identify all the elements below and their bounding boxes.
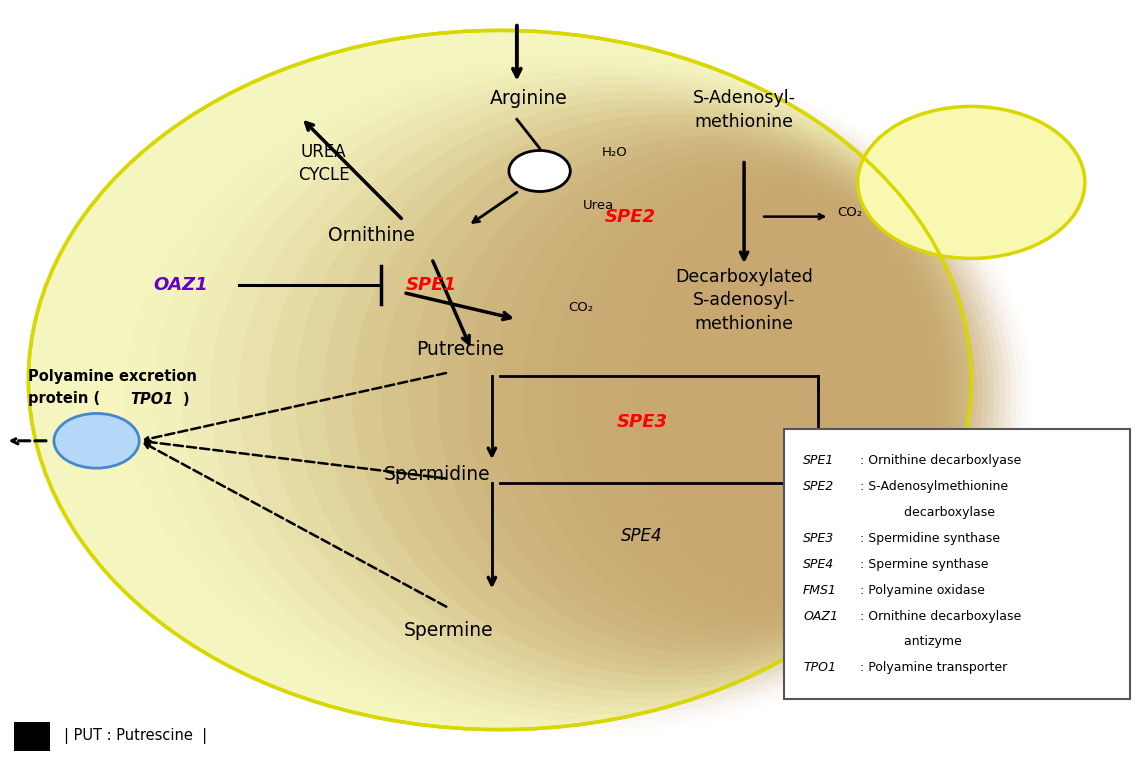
Text: | PUT : Putrescine  |: | PUT : Putrescine | (64, 728, 207, 745)
Ellipse shape (381, 122, 983, 669)
Ellipse shape (636, 190, 932, 600)
Ellipse shape (579, 175, 943, 616)
Text: Arginine: Arginine (490, 89, 567, 108)
Circle shape (509, 150, 570, 192)
Text: SPE4: SPE4 (803, 558, 835, 571)
Text: decarboxylase: decarboxylase (860, 506, 995, 519)
Ellipse shape (352, 114, 988, 676)
Text: SPE4: SPE4 (621, 527, 662, 545)
Text: CO₂: CO₂ (568, 301, 593, 315)
Text: : Ornithine decarboxlyase: : Ornithine decarboxlyase (860, 454, 1021, 467)
Text: SPE1: SPE1 (406, 276, 457, 294)
Text: Decarboxylated
S-adenosyl-
methionine: Decarboxylated S-adenosyl- methionine (675, 268, 813, 333)
Text: SPE3: SPE3 (803, 532, 835, 545)
Text: : Ornithine decarboxylase: : Ornithine decarboxylase (860, 610, 1021, 622)
Text: TPO1: TPO1 (131, 391, 174, 407)
Text: FMS1: FMS1 (803, 584, 837, 597)
Text: antizyme: antizyme (860, 635, 962, 648)
Text: : Polyamine oxidase: : Polyamine oxidase (860, 584, 985, 597)
Text: OAZ1: OAZ1 (803, 610, 838, 622)
Text: SPE2: SPE2 (803, 480, 835, 493)
Text: : Spermine synthase: : Spermine synthase (860, 558, 988, 571)
Ellipse shape (494, 152, 960, 638)
Ellipse shape (295, 99, 1000, 692)
Text: protein (: protein ( (28, 391, 100, 407)
Ellipse shape (324, 106, 994, 684)
Text: : Spermidine synthase: : Spermidine synthase (860, 532, 1000, 545)
Text: Polyamine excretion: Polyamine excretion (28, 369, 198, 384)
Circle shape (858, 106, 1085, 258)
Ellipse shape (466, 144, 966, 646)
Text: Spermine: Spermine (404, 622, 493, 640)
Ellipse shape (523, 160, 954, 631)
Ellipse shape (267, 91, 1005, 699)
Text: Putrecine: Putrecine (416, 340, 504, 359)
Ellipse shape (437, 137, 971, 654)
Ellipse shape (28, 30, 971, 730)
Text: Urea: Urea (583, 198, 615, 212)
Ellipse shape (551, 167, 949, 623)
Text: UREA
CYCLE: UREA CYCLE (298, 144, 350, 183)
Text: ): ) (183, 391, 190, 407)
Ellipse shape (409, 129, 977, 661)
Text: CO₂: CO₂ (837, 206, 862, 220)
Text: H₂O: H₂O (602, 145, 628, 159)
Text: TPO1: TPO1 (803, 661, 836, 674)
Text: SPE2: SPE2 (605, 207, 655, 226)
Text: : Polyamine transporter: : Polyamine transporter (860, 661, 1008, 674)
Bar (14, 722, 50, 751)
Text: Ornithine: Ornithine (328, 226, 415, 245)
Text: Spermidine: Spermidine (384, 465, 491, 485)
Ellipse shape (608, 182, 937, 608)
Text: : S-Adenosylmethionine: : S-Adenosylmethionine (860, 480, 1008, 493)
Text: OAZ1: OAZ1 (153, 276, 208, 294)
Text: SPE3: SPE3 (617, 413, 667, 431)
Text: SPE1: SPE1 (803, 454, 835, 467)
Text: S-Adenosyl-
methionine: S-Adenosyl- methionine (693, 90, 795, 131)
Ellipse shape (239, 84, 1011, 707)
Ellipse shape (182, 68, 1022, 722)
FancyBboxPatch shape (784, 429, 1130, 699)
Ellipse shape (55, 413, 139, 468)
Ellipse shape (210, 76, 1017, 714)
